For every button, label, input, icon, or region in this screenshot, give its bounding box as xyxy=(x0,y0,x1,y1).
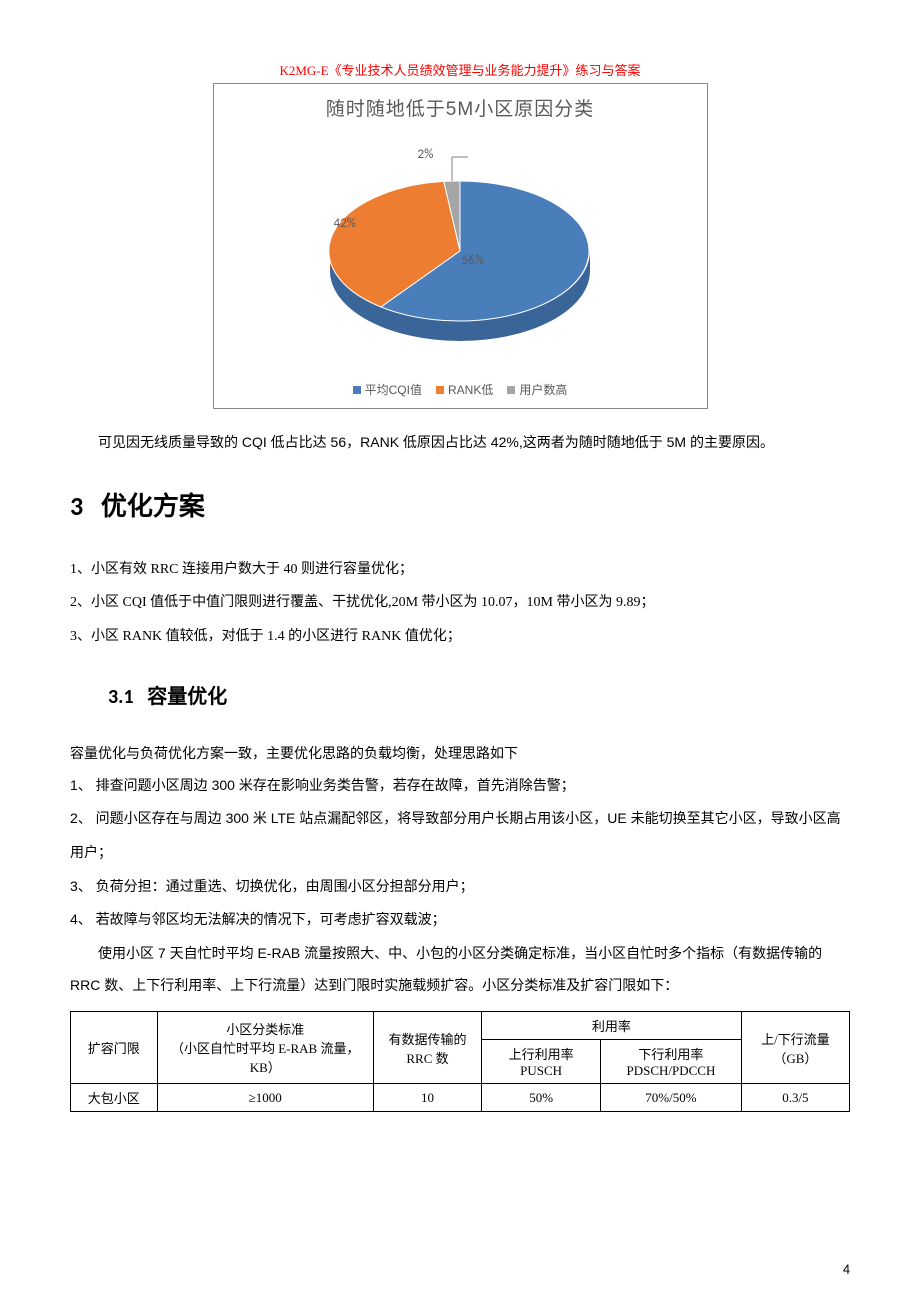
subsection-heading: 3.1 容量优化 xyxy=(108,680,850,709)
th-c5-l2: （GB） xyxy=(773,1051,817,1066)
section-item-1: 1、小区有效 RRC 连接用户数大于 40 则进行容量优化； xyxy=(70,553,850,587)
section-number: 3 xyxy=(70,490,83,522)
th-c2-l2: RRC 数 xyxy=(406,1051,448,1066)
table-row: 大包小区 ≥1000 10 50% 70%/50% 0.3/5 xyxy=(71,1084,850,1112)
chart-legend: 平均CQI值 RANK低 用户数高 xyxy=(222,381,699,398)
th-c2-l1: 有数据传输的 xyxy=(389,1032,467,1047)
legend-text-2: 用户数高 xyxy=(519,381,567,398)
td-c2: 10 xyxy=(373,1084,481,1112)
th-c3-l1: 上行利用率 xyxy=(509,1047,574,1062)
sub-item-2: 2、 问题小区存在与周边 300 米 LTE 站点漏配邻区，将导致部分用户长期占… xyxy=(70,802,850,869)
td-c4: 70%/50% xyxy=(601,1084,742,1112)
th-c1-l1: 小区分类标准 xyxy=(226,1022,304,1037)
legend-item-2: 用户数高 xyxy=(507,381,567,398)
legend-swatch-0 xyxy=(353,386,361,394)
summary-paragraph: 可见因无线质量导致的 CQI 低占比达 56，RANK 低原因占比达 42%,这… xyxy=(70,427,850,458)
pie-svg xyxy=(280,131,640,361)
table-header-row-1: 扩容门限 小区分类标准 （小区自忙时平均 E-RAB 流量， KB） 有数据传输… xyxy=(71,1012,850,1040)
chart-title: 随时随地低于5M小区原因分类 xyxy=(222,94,699,121)
td-c3: 50% xyxy=(482,1084,601,1112)
legend-item-0: 平均CQI值 xyxy=(353,381,422,398)
th-c4-l2: PDSCH/PDCCH xyxy=(626,1063,715,1078)
th-c2: 有数据传输的 RRC 数 xyxy=(373,1012,481,1084)
th-c4-l1: 下行利用率 xyxy=(638,1047,703,1062)
th-c1-l3: KB） xyxy=(250,1060,281,1075)
subsection-intro: 容量优化与负荷优化方案一致，主要优化思路的负载均衡，处理思路如下 xyxy=(70,737,850,769)
sub-item-3: 3、 负荷分担：通过重选、切换优化，由周围小区分担部分用户； xyxy=(70,870,850,904)
th-c4: 下行利用率 PDSCH/PDCCH xyxy=(601,1040,742,1084)
legend-swatch-2 xyxy=(507,386,515,394)
section-heading: 3 优化方案 xyxy=(70,486,850,523)
pie-chart-area: 2% 42% 56% xyxy=(222,131,699,371)
th-c1-l2: （小区自忙时平均 E-RAB 流量， xyxy=(171,1041,360,1056)
pie-label-blue: 56% xyxy=(462,253,484,268)
pie-chart-frame: 随时随地低于5M小区原因分类 2% 42% 56% 平均CQI值 RANK xyxy=(213,83,708,409)
section-item-2: 2、小区 CQI 值低于中值门限则进行覆盖、干扰优化,20M 带小区为 10.0… xyxy=(70,586,850,620)
sub-item-4: 4、 若故障与邻区均无法解决的情况下，可考虑扩容双载波； xyxy=(70,903,850,937)
td-c1: ≥1000 xyxy=(157,1084,373,1112)
tail-paragraph: 使用小区 7 天自忙时平均 E-RAB 流量按照大、中、小包的小区分类确定标准，… xyxy=(70,937,850,1001)
legend-text-0: 平均CQI值 xyxy=(365,381,422,398)
section-title: 优化方案 xyxy=(101,491,205,521)
th-c3: 上行利用率 PUSCH xyxy=(482,1040,601,1084)
sub-item-1: 1、 排查问题小区周边 300 米存在影响业务类告警，若存在故障，首先消除告警； xyxy=(70,769,850,803)
th-c5-l1: 上/下行流量 xyxy=(761,1032,830,1047)
th-c3-l2: PUSCH xyxy=(520,1063,562,1078)
legend-text-1: RANK低 xyxy=(448,381,493,398)
th-c0: 扩容门限 xyxy=(71,1012,158,1084)
subsection-title: 容量优化 xyxy=(147,686,227,708)
th-c5: 上/下行流量 （GB） xyxy=(741,1012,849,1084)
th-util-group: 利用率 xyxy=(482,1012,742,1040)
page-number: 4 xyxy=(843,1261,850,1278)
td-c0: 大包小区 xyxy=(71,1084,158,1112)
pie-label-grey: 2% xyxy=(418,147,434,162)
legend-swatch-1 xyxy=(436,386,444,394)
page-header: K2MG-E《专业技术人员绩效管理与业务能力提升》练习与答案 xyxy=(70,60,850,79)
td-c5: 0.3/5 xyxy=(741,1084,849,1112)
subsection-number: 3.1 xyxy=(108,685,134,709)
threshold-table: 扩容门限 小区分类标准 （小区自忙时平均 E-RAB 流量， KB） 有数据传输… xyxy=(70,1011,850,1112)
th-c1: 小区分类标准 （小区自忙时平均 E-RAB 流量， KB） xyxy=(157,1012,373,1084)
section-item-3: 3、小区 RANK 值较低，对低于 1.4 的小区进行 RANK 值优化； xyxy=(70,620,850,654)
pie-label-orange: 42% xyxy=(334,216,356,231)
legend-item-1: RANK低 xyxy=(436,381,493,398)
